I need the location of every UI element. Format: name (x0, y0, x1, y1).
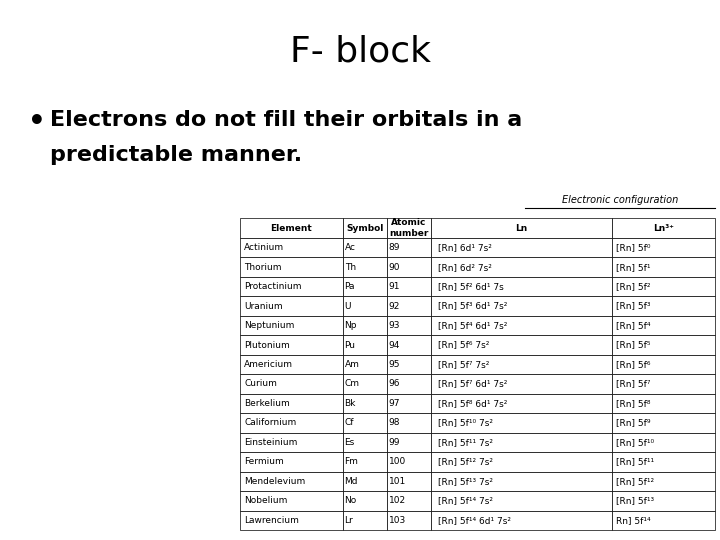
Text: Electronic configuration: Electronic configuration (562, 195, 678, 205)
Text: F- block: F- block (289, 35, 431, 69)
Text: •: • (28, 108, 46, 136)
Text: predictable manner.: predictable manner. (50, 145, 302, 165)
Text: Electrons do not fill their orbitals in a: Electrons do not fill their orbitals in … (50, 110, 522, 130)
